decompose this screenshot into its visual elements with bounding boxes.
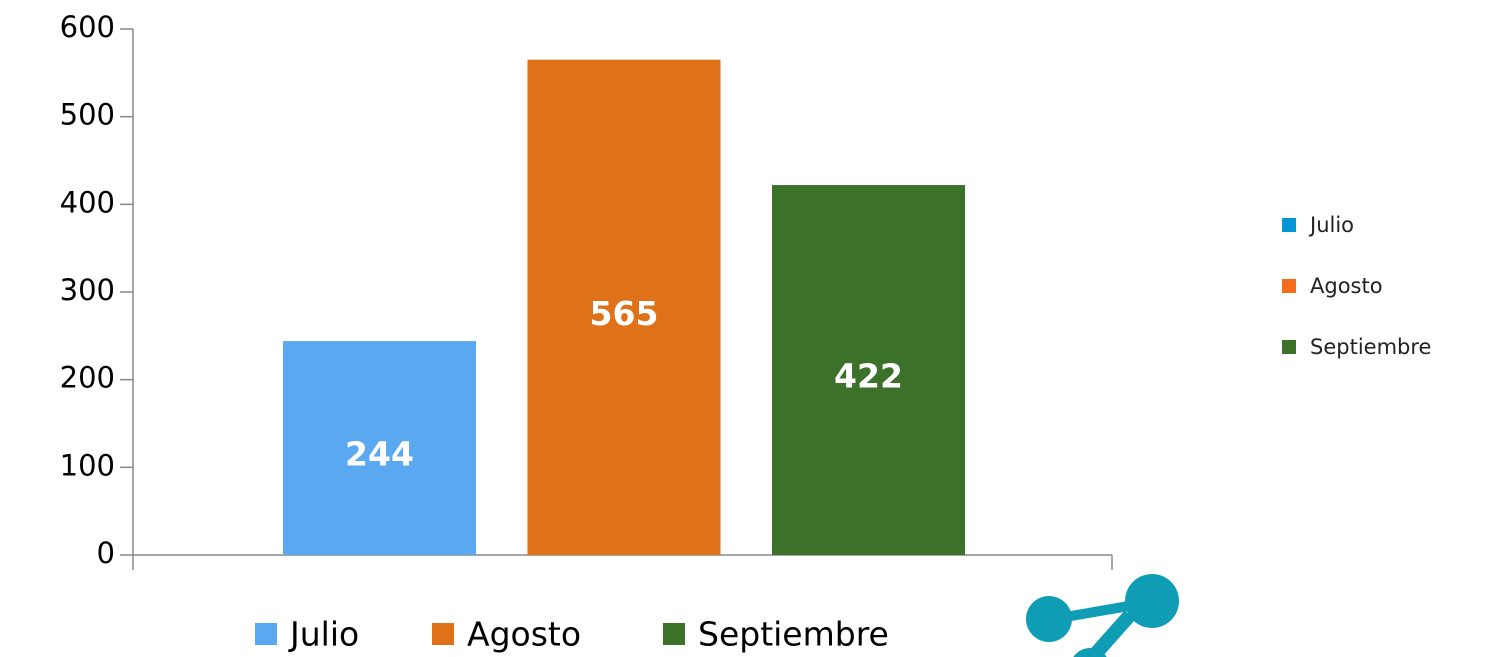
bar [283,341,476,555]
legend-label: Julio [1308,213,1354,237]
legend-label: Julio [288,615,359,654]
legend-swatch [1282,218,1296,232]
y-tick-label: 400 [60,185,115,219]
y-tick-label: 200 [60,361,115,395]
legend-label: Septiembre [1310,335,1431,359]
legend-label: Agosto [467,615,581,654]
bar [772,185,965,555]
legend-label: Agosto [1310,274,1383,298]
y-tick-label: 500 [60,98,115,132]
legend-swatch [255,623,277,645]
legend-swatch [1282,340,1296,354]
value-label: 244 [345,435,414,474]
y-tick-label: 600 [60,10,115,44]
legend-label: Septiembre [698,615,889,654]
legend-swatch [1282,279,1296,293]
bar [527,59,721,555]
y-tick-label: 100 [60,448,115,482]
value-label: 422 [834,357,903,396]
legend-swatch [432,623,454,645]
y-tick-label: 0 [97,536,115,570]
legend-swatch [663,623,685,645]
value-label: 565 [590,294,659,333]
logo [1026,574,1179,657]
y-tick-label: 300 [60,273,115,307]
